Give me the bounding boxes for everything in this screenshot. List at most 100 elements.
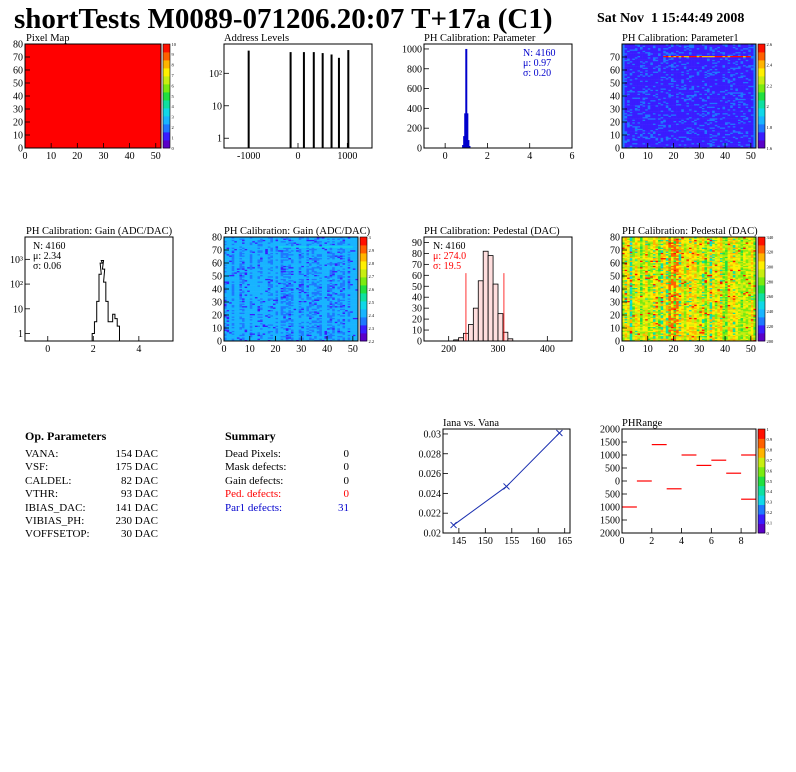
heat-cell (632, 142, 636, 145)
heat-cell (701, 99, 705, 102)
heat-cell (689, 84, 692, 86)
heat-cell (660, 51, 664, 54)
heat-cell (719, 136, 723, 138)
heat-cell (658, 144, 661, 146)
heat-cell (655, 45, 659, 47)
heat-cell (670, 123, 674, 125)
heat-cell (660, 109, 664, 111)
heat-cell (673, 53, 677, 55)
heat-cell (624, 141, 628, 144)
heat-cell (642, 122, 646, 124)
heat-cell (668, 111, 672, 114)
heat-cell (634, 127, 638, 129)
heat-cell (714, 99, 718, 102)
heat-cell (676, 103, 679, 106)
heat-cell (691, 86, 695, 89)
heat-cell (689, 138, 692, 141)
heat-cell (686, 67, 690, 69)
heat-cell (632, 109, 636, 111)
heat-cell (660, 97, 664, 99)
heat-cell (665, 144, 669, 146)
heat-cell (689, 60, 692, 63)
heat-cell (647, 133, 651, 136)
colorbar-cell (758, 52, 765, 61)
heat-cell (634, 49, 638, 51)
heat-cell (712, 116, 716, 119)
heat-cell (652, 127, 656, 129)
bar (465, 48, 468, 149)
heat-cell (660, 128, 664, 131)
heat-cell (681, 67, 685, 69)
heat-cell (660, 137, 664, 140)
heat-cell (709, 64, 713, 67)
heat-cell (676, 124, 679, 127)
heat-cell (691, 112, 695, 115)
heat-cell (652, 105, 656, 107)
heat-cell (658, 84, 661, 86)
heat-cell (725, 141, 728, 144)
heat-cell (660, 144, 664, 146)
heat-cell (681, 76, 685, 79)
heat-cell (634, 86, 638, 89)
heat-cell (681, 44, 685, 46)
heat-cell (632, 81, 636, 84)
heat-cell (673, 112, 677, 115)
heat-cell (637, 92, 641, 94)
heat-cell (670, 76, 674, 79)
heat-cell (637, 118, 641, 120)
heat-cell (712, 128, 716, 131)
heat-cell (686, 77, 690, 80)
heat-cell (701, 123, 705, 125)
heat-cell (642, 133, 646, 136)
heat-cell (627, 54, 631, 56)
heat-cell (696, 119, 700, 121)
heat-cell (645, 106, 649, 108)
heat-cell (717, 70, 721, 72)
heat-cell (650, 54, 654, 56)
heat-cell (650, 127, 654, 129)
heat-cell (683, 138, 687, 141)
heat-cell (673, 142, 677, 145)
heat-cell (681, 94, 685, 97)
heat-cell (696, 98, 700, 101)
heat-cell (722, 60, 726, 63)
heat-cell (696, 92, 700, 94)
heat-cell (707, 138, 710, 141)
heat-cell (673, 50, 677, 53)
heat-cell (712, 96, 716, 98)
heat-cell (634, 105, 638, 107)
heat-cell (701, 58, 705, 60)
heat-cell (627, 60, 631, 63)
heat-cell (637, 114, 641, 116)
heat-cell (642, 114, 646, 116)
heat-cell (637, 97, 641, 99)
heat-cell (640, 50, 643, 53)
heat-cell (647, 109, 651, 111)
heat-cell (655, 97, 659, 99)
heat-cell (622, 127, 625, 129)
heat-cell (722, 83, 726, 85)
heat-cell (668, 94, 672, 97)
heat-cell (647, 90, 651, 93)
heat-cell (663, 51, 667, 54)
heat-cell (637, 125, 641, 128)
heat-cell (678, 88, 682, 90)
heat-cell (668, 96, 672, 98)
heat-cell (645, 120, 649, 123)
heat-cell (668, 79, 672, 81)
heat-cell (622, 144, 625, 146)
heat-cell (699, 77, 703, 80)
heat-cell (673, 103, 677, 106)
y-tick-label: 30 (13, 105, 23, 116)
heat-cell (629, 63, 633, 66)
heat-cell (676, 53, 679, 55)
heat-cell (629, 122, 633, 124)
heat-cell (652, 72, 656, 75)
heat-cell (658, 140, 661, 142)
heat-cell (634, 114, 638, 116)
heat-cell (645, 119, 649, 121)
heat-cell (629, 62, 633, 64)
heat-cell (670, 81, 674, 84)
colorbar-cell (163, 84, 170, 93)
heat-cell (696, 110, 700, 112)
